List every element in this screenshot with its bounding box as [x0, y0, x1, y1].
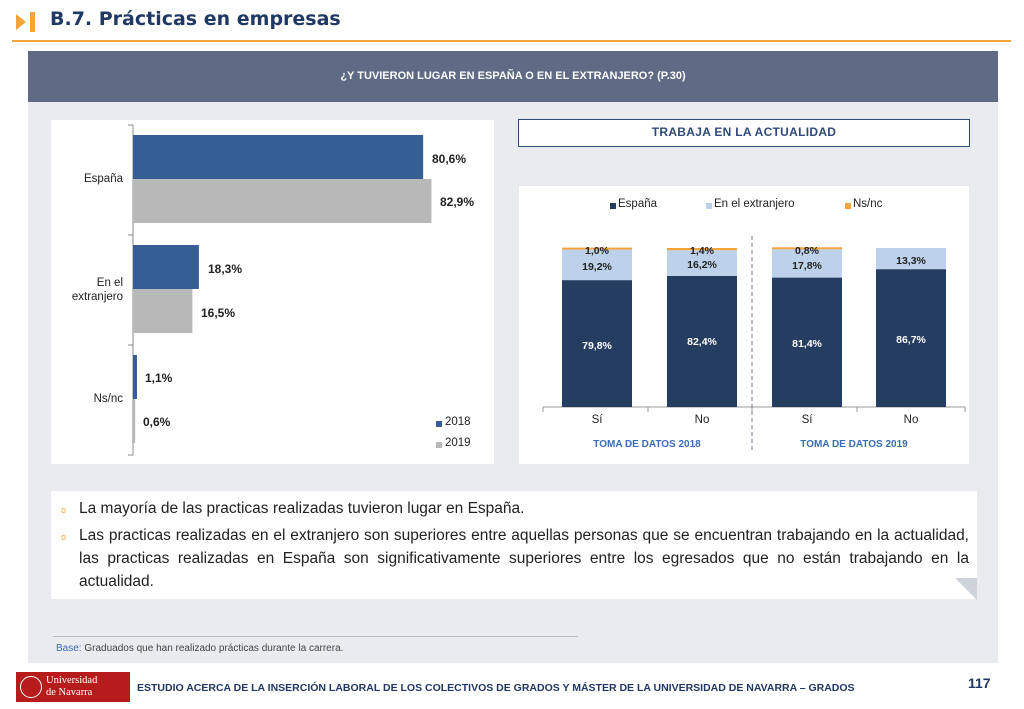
value-label-espana-2018: 80,6%: [432, 152, 467, 166]
horizontal-bar-chart: [128, 124, 432, 456]
finding-2: Las practicas realizadas en el extranjer…: [79, 527, 969, 590]
x-tick-si-2018: Sí: [591, 414, 603, 426]
chart-title-trabaja: TRABAJA EN LA ACTUALIDAD: [518, 119, 970, 147]
category-label-extranjero-line1: En el: [96, 277, 123, 289]
category-label-extranjero-line2: extranjero: [71, 291, 123, 303]
legend-label-2018: 2018: [445, 416, 471, 428]
chevron-logo-icon: [16, 12, 35, 32]
seg-label-espana-1: 82,4%: [687, 336, 717, 348]
value-label-extranjero-2018: 18,3%: [208, 262, 243, 276]
title-divider: [12, 40, 1011, 42]
legend-swatch-extranjero: [706, 203, 712, 209]
category-label-nsnc: Ns/nc: [93, 393, 123, 405]
bar-en-el-extranjero-2019: [133, 289, 193, 333]
seg-label-espana-2: 81,4%: [792, 338, 822, 350]
university-line1: Universidad: [46, 675, 98, 686]
university-name: Universidad de Navarra: [46, 675, 97, 699]
stacked-bar-chart: [542, 236, 966, 451]
bar-espa-a-2018: [133, 135, 424, 179]
value-label-nsnc-2018: 1,1%: [145, 371, 173, 385]
base-key: Base:: [56, 643, 82, 654]
x-tick-si-2019: Sí: [801, 414, 813, 426]
seg-label-nsnc-2: 0,8%: [795, 245, 819, 257]
value-label-extranjero-2019: 16,5%: [201, 306, 236, 320]
bar-en-el-extranjero-2018: [133, 245, 199, 289]
bar-ns-nc-2019: [133, 399, 136, 443]
stack-seg-2-bar-0: [562, 247, 632, 250]
category-label-espana: España: [83, 173, 123, 185]
seg-label-extranjero-1: 16,2%: [687, 259, 717, 271]
bullet-icon: o: [61, 505, 67, 515]
stack-seg-1-bar-0: [562, 249, 632, 281]
finding-1: La mayoría de las practicas realizadas t…: [79, 500, 525, 517]
stack-seg-0-bar-0: [562, 280, 632, 407]
value-label-espana-2019: 82,9%: [440, 195, 475, 209]
base-text: Graduados que han realizado prácticas du…: [84, 643, 344, 654]
bar-espa-a-2019: [133, 179, 432, 223]
university-line2: de Navarra: [46, 687, 93, 698]
group-label-2018: TOMA DE DATOS 2018: [593, 439, 701, 450]
base-divider: [53, 636, 578, 637]
seg-label-nsnc-1: 1,4%: [690, 245, 714, 257]
legend-swatch-2018: [436, 421, 442, 427]
category-label-extranjero: En el extranjero: [61, 276, 123, 304]
stack-seg-2-bar-1: [667, 248, 737, 251]
stack-seg-1-bar-3: [876, 248, 946, 270]
legend-label-espana: España: [618, 198, 658, 210]
horizontal-bar-chart-card: España En el extranjero Ns/nc 80,6% 82,9…: [51, 120, 494, 464]
legend-swatch-nsnc: [845, 203, 851, 209]
page-title: B.7. Prácticas en empresas: [50, 8, 341, 30]
value-label-nsnc-2019: 0,6%: [143, 415, 171, 429]
seg-label-extranjero-2: 17,8%: [792, 260, 822, 272]
stacked-bar-chart-card: España En el extranjero Ns/nc 79,8% 82,4…: [519, 186, 969, 464]
stack-seg-0-bar-2: [772, 277, 842, 407]
bar-ns-nc-2018: [133, 355, 137, 399]
stack-seg-2-bar-2: [772, 247, 842, 250]
seg-label-extranjero-3: 13,3%: [896, 255, 926, 267]
legend-swatch-2019: [436, 442, 442, 448]
page-fold-icon: [955, 578, 977, 600]
footer-study-title: ESTUDIO ACERCA DE LA INSERCIÓN LABORAL D…: [137, 682, 855, 694]
seg-label-extranjero-0: 19,2%: [582, 261, 612, 273]
stack-seg-0-bar-1: [667, 275, 737, 407]
university-logo: Universidad de Navarra: [16, 672, 130, 702]
legend-label-nsnc: Ns/nc: [853, 198, 883, 210]
findings-box: o La mayoría de las practicas realizadas…: [51, 491, 977, 599]
stack-seg-1-bar-2: [772, 249, 842, 278]
group-label-2019: TOMA DE DATOS 2019: [800, 439, 908, 450]
x-tick-no-2018: No: [694, 414, 710, 426]
bullet-icon: o: [61, 532, 67, 542]
base-note: Base: Graduados que han realizado prácti…: [56, 643, 343, 654]
legend-label-extranjero: En el extranjero: [714, 198, 795, 210]
seg-label-espana-0: 79,8%: [582, 340, 612, 352]
page-header: B.7. Prácticas en empresas: [0, 0, 1024, 44]
seg-label-nsnc-0: 1,0%: [585, 245, 609, 257]
question-header: ¿Y TUVIERON LUGAR EN ESPAÑA O EN EL EXTR…: [28, 51, 998, 102]
legend-swatch-espana: [610, 203, 616, 209]
stack-seg-1-bar-1: [667, 250, 737, 276]
university-seal-icon: [20, 676, 42, 698]
stack-seg-0-bar-3: [876, 269, 946, 407]
page-number: 117: [968, 675, 991, 691]
seg-label-espana-3: 86,7%: [896, 334, 926, 346]
x-tick-no-2019: No: [903, 414, 919, 426]
legend-label-2019: 2019: [445, 437, 471, 449]
